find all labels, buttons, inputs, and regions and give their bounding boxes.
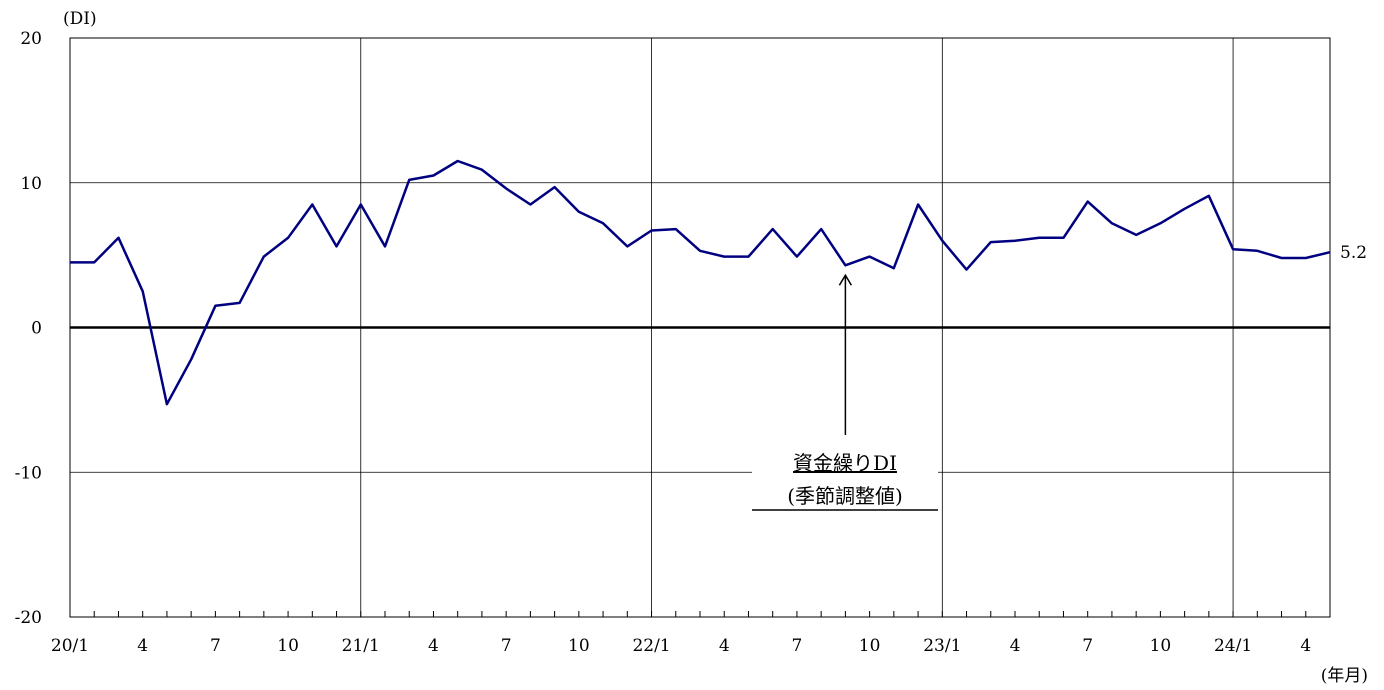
x-tick-label: 4	[1010, 636, 1021, 656]
y-tick-label: -10	[15, 463, 42, 483]
x-tick-label: 4	[1300, 636, 1311, 656]
x-tick-label: 22/1	[632, 636, 670, 656]
annotation-background	[752, 447, 938, 513]
plot-frame	[69, 37, 1331, 618]
x-tick-label: 7	[1082, 636, 1093, 656]
y-tick-labels: 20 10 0 -10 -20	[15, 29, 42, 628]
x-tick-label: 10	[568, 636, 590, 656]
series-line	[70, 159, 1331, 406]
x-axis-title: (年月)	[1321, 666, 1368, 686]
y-tick-label: -20	[15, 608, 42, 628]
x-tick-label: 10	[277, 636, 299, 656]
x-tick-label: 21/1	[342, 636, 380, 656]
annotation-line2: (季節調整値)	[787, 484, 903, 508]
x-tick-label: 7	[792, 636, 803, 656]
y-tick-label: 20	[20, 29, 42, 49]
x-tick-labels: 20/1 4 7 10 21/1 4 7 10 22/1 4 7 10 23/1 4 7 10 24/1 4	[51, 636, 1311, 656]
x-tick-label: 4	[719, 636, 730, 656]
series-group	[70, 159, 1331, 406]
minor-ticks	[93, 611, 1307, 617]
annotation-arrow-head	[838, 273, 853, 286]
x-tick-label: 4	[137, 636, 148, 656]
y-axis-title: (DI)	[63, 9, 97, 29]
x-tick-label: 7	[501, 636, 512, 656]
last-value-label: 5.2	[1340, 243, 1367, 263]
x-tick-label: 10	[859, 636, 881, 656]
x-tick-label: 10	[1150, 636, 1172, 656]
annotation-line1: 資金繰りDI	[793, 451, 897, 475]
x-tick-label: 24/1	[1214, 636, 1252, 656]
y-tick-label: 0	[31, 319, 42, 339]
x-tick-label: 23/1	[923, 636, 961, 656]
x-tick-label: 7	[210, 636, 221, 656]
y-tick-label: 10	[20, 174, 42, 194]
x-tick-label: 20/1	[51, 636, 89, 656]
x-tick-label: 4	[428, 636, 439, 656]
series-annotation: 資金繰りDI (季節調整値)	[752, 273, 938, 513]
